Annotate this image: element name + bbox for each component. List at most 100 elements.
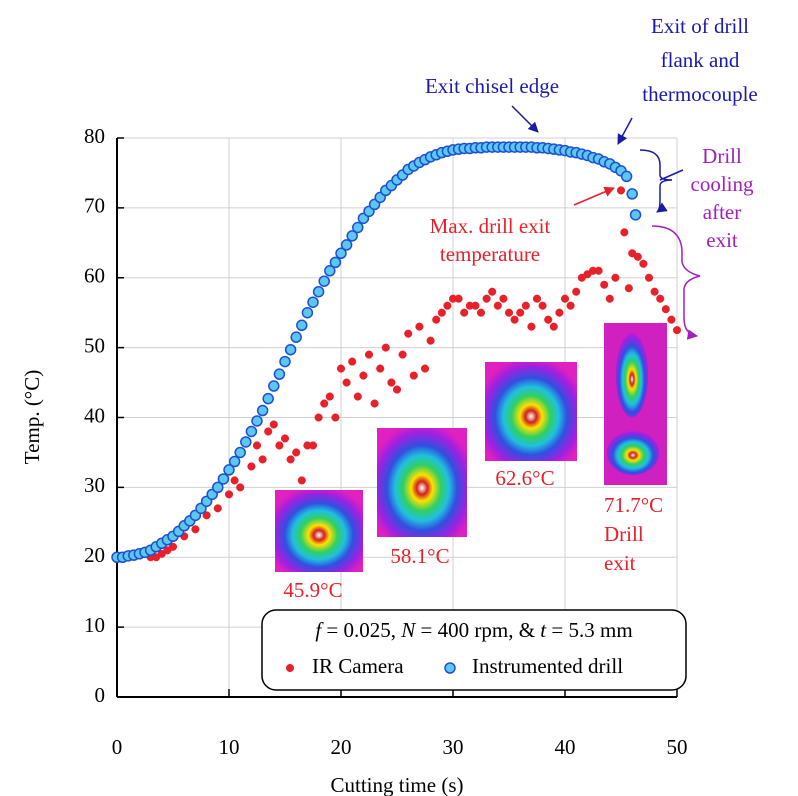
thermal-image (377, 428, 467, 537)
ir-point (426, 336, 435, 345)
drill-point (307, 296, 319, 308)
annotation: exit (604, 551, 636, 575)
ir-point (499, 294, 508, 303)
y-tick-label: 40 (84, 403, 105, 427)
annotation: exit (706, 228, 738, 252)
condition-part: N (400, 618, 416, 642)
ir-point (331, 413, 340, 422)
ir-point (314, 413, 323, 422)
y-tick-label: 70 (84, 194, 105, 218)
drill-point (296, 319, 308, 332)
drill-point (228, 455, 241, 468)
drill-point (335, 247, 347, 260)
ir-point (432, 315, 441, 324)
y-tick-label: 20 (84, 543, 105, 567)
ir-point (656, 294, 665, 303)
arrow (659, 169, 684, 181)
ir-point (639, 259, 648, 268)
condition-part: = 5.3 mm (546, 618, 633, 642)
x-tick-label: 40 (555, 735, 576, 759)
ir-point (555, 308, 564, 317)
ir-point (308, 441, 318, 450)
ir-point (191, 525, 200, 534)
ir-point (566, 301, 575, 310)
ir-point (353, 392, 362, 401)
drill-point (279, 355, 291, 368)
drill-point (352, 221, 364, 234)
thermal-image (485, 362, 577, 461)
bracket (639, 149, 673, 213)
ir-point (387, 378, 396, 387)
ir-point (415, 322, 424, 331)
ir-point (644, 273, 654, 282)
ir-point (454, 294, 463, 303)
ir-point (404, 329, 413, 338)
annotation: 62.6°C (495, 466, 554, 490)
ir-point (476, 308, 486, 317)
ir-point (275, 441, 284, 450)
drill-point (251, 415, 263, 427)
drill-point (268, 380, 280, 392)
ir-point (359, 371, 368, 380)
ir-point (560, 294, 570, 303)
ir-point (650, 287, 659, 296)
conditions: f = 0.025, N = 400 rpm, & t = 5.3 mm (315, 618, 632, 642)
legend-marker (444, 662, 456, 674)
thermal-spot (607, 431, 659, 475)
condition-part: t (540, 618, 547, 642)
annotations: Exit chisel edge Exit of drill flank and th… (283, 14, 757, 602)
y-tick-label: 10 (84, 613, 105, 637)
arrow (617, 117, 633, 145)
ir-point (258, 455, 267, 464)
drill-point (245, 425, 258, 438)
ir-point (510, 315, 519, 324)
x-tick-label: 30 (443, 735, 464, 759)
ir-point (398, 350, 407, 359)
ir-point (443, 301, 452, 310)
drill-point (217, 473, 230, 485)
ir-point (516, 308, 525, 317)
drill-point (626, 188, 638, 200)
annotation: 45.9°C (283, 578, 342, 602)
condition-part: f (315, 618, 324, 642)
ir-point (292, 448, 301, 457)
ir-point (342, 378, 351, 387)
drill-point (240, 436, 252, 448)
x-axis-label: Cutting time (s) (331, 773, 464, 796)
ir-point (611, 273, 620, 282)
annotation: temperature (440, 242, 540, 266)
ir-point (493, 301, 502, 310)
ir-point (247, 462, 256, 471)
ir-point (381, 343, 390, 352)
drill-point (284, 343, 297, 356)
drill-point (212, 481, 224, 494)
drill-point (273, 368, 286, 380)
x-tick-label: 50 (667, 735, 688, 759)
ir-point (280, 434, 290, 443)
ir-point (236, 483, 245, 492)
annotation: Max. drill exit (430, 214, 551, 238)
ir-point (297, 476, 306, 485)
ir-point (348, 357, 357, 366)
x-tick-label: 0 (112, 735, 123, 759)
condition-part: = 0.025, (321, 618, 401, 642)
ir-point (572, 287, 581, 296)
ir-point (202, 511, 211, 520)
ir-point (392, 385, 402, 394)
drill-point (340, 239, 353, 251)
points (111, 141, 682, 563)
ir-point (460, 308, 469, 317)
ir-point (336, 364, 346, 373)
ir-point (325, 392, 334, 401)
annotation: thermocouple (642, 82, 757, 106)
ir-point (667, 315, 676, 324)
annotation: Exit of drill (651, 14, 749, 38)
drill-point (312, 285, 325, 298)
ir-point (264, 427, 273, 436)
thermal-images (275, 323, 667, 572)
annotation: 58.1°C (390, 544, 449, 568)
ir-point (168, 542, 178, 551)
legend-label: Instrumented drill (472, 654, 623, 678)
drill-point (223, 464, 235, 476)
